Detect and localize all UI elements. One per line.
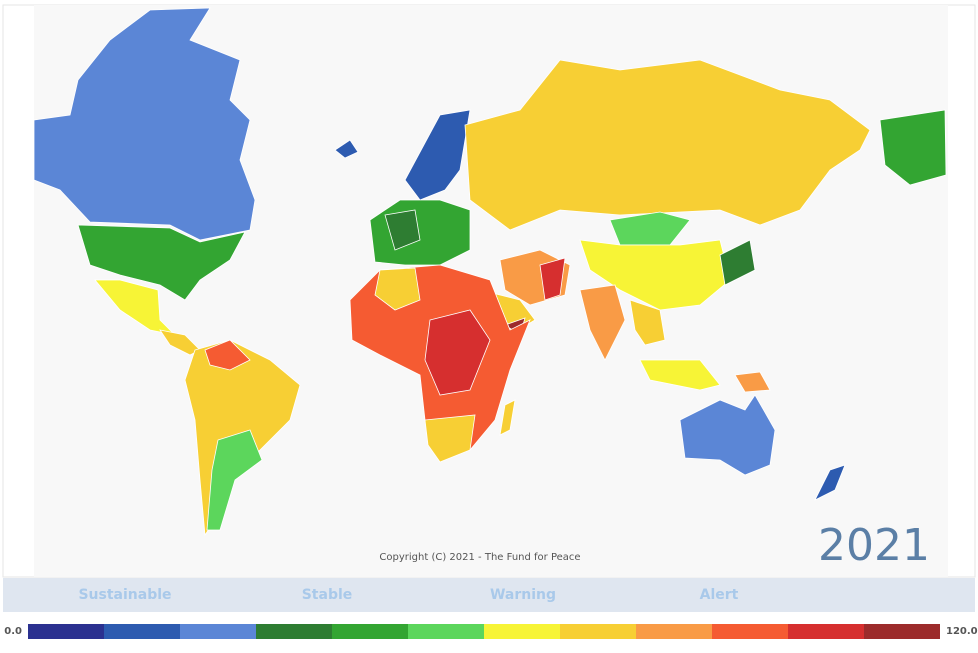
china bbox=[579, 239, 731, 311]
scale-swatch bbox=[180, 624, 256, 639]
europe bbox=[369, 199, 471, 266]
scale-swatch bbox=[484, 624, 560, 639]
united-states bbox=[77, 224, 246, 301]
alaska bbox=[879, 109, 947, 186]
scale-swatch bbox=[28, 624, 104, 639]
scale-min-label: 0.0 bbox=[4, 626, 22, 637]
category-band bbox=[3, 578, 975, 612]
scale-max-label: 120.0 bbox=[946, 626, 978, 637]
scale-swatch bbox=[332, 624, 408, 639]
category-label: Sustainable bbox=[78, 587, 171, 603]
scale-swatch bbox=[560, 624, 636, 639]
mexico bbox=[94, 279, 177, 336]
argentina bbox=[206, 429, 263, 531]
scale-swatch bbox=[408, 624, 484, 639]
north-africa bbox=[374, 267, 421, 311]
western-europe bbox=[384, 209, 421, 251]
new-zealand bbox=[814, 464, 846, 501]
southeast-asia bbox=[629, 299, 666, 346]
afghanistan bbox=[539, 257, 566, 301]
category-label: Stable bbox=[302, 587, 353, 603]
category-labels: Sustainable Stable Warning Alert bbox=[78, 587, 738, 603]
year-label: 2021 bbox=[818, 520, 930, 571]
color-scale: 0.0 120.0 bbox=[4, 624, 978, 639]
canada bbox=[33, 7, 256, 241]
scale-swatch bbox=[712, 624, 788, 639]
australia bbox=[679, 394, 776, 476]
papua bbox=[734, 371, 771, 393]
iceland bbox=[334, 139, 359, 159]
scale-swatch bbox=[636, 624, 712, 639]
countries bbox=[33, 7, 947, 537]
copyright: Copyright (C) 2021 - The Fund for Peace bbox=[379, 552, 580, 563]
venezuela bbox=[204, 339, 251, 371]
madagascar bbox=[499, 399, 516, 436]
mongolia bbox=[609, 211, 691, 246]
russia bbox=[464, 59, 871, 231]
indonesia bbox=[639, 359, 721, 391]
scale-swatch bbox=[256, 624, 332, 639]
central-africa bbox=[424, 309, 491, 396]
category-label: Alert bbox=[700, 587, 739, 603]
scale-swatch bbox=[864, 624, 940, 639]
southern-africa bbox=[424, 414, 476, 463]
scale-swatch bbox=[788, 624, 864, 639]
japan bbox=[719, 239, 756, 286]
category-label: Warning bbox=[490, 587, 556, 603]
india bbox=[579, 284, 626, 361]
scale-swatch bbox=[104, 624, 180, 639]
